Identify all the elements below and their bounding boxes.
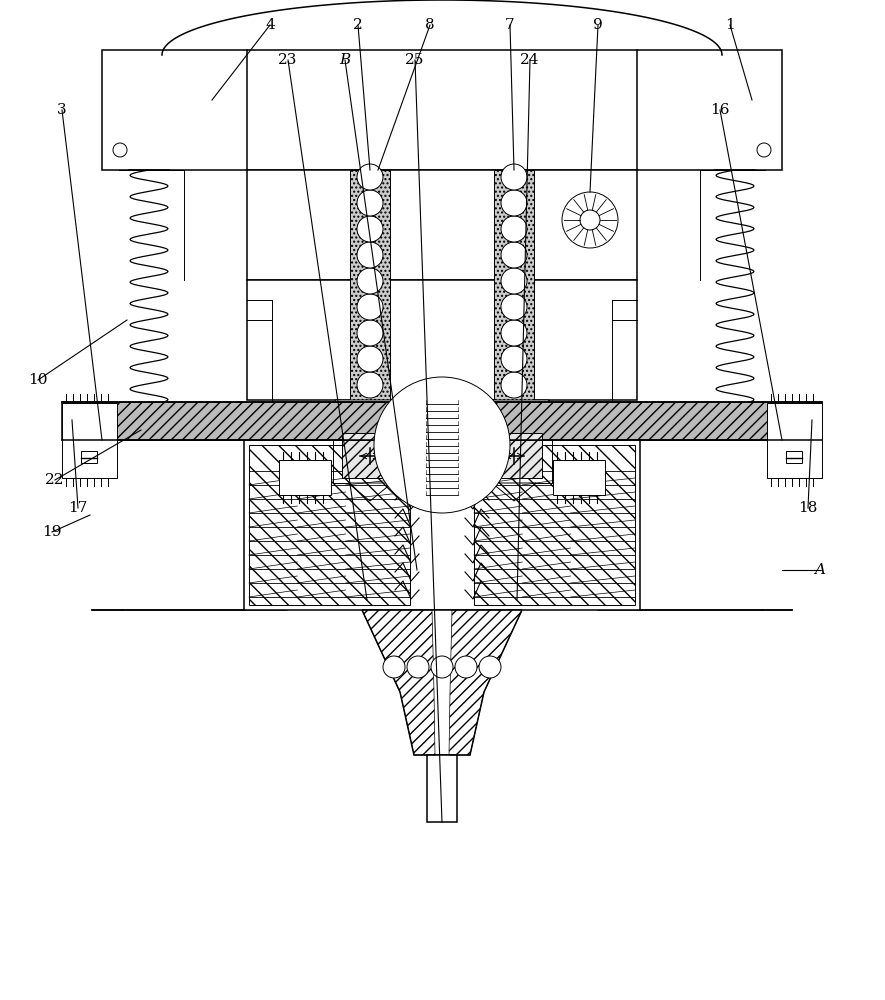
Bar (247, 280, 637, 400)
Circle shape (501, 164, 527, 190)
Bar (62, 402, 822, 440)
Circle shape (357, 372, 383, 398)
Circle shape (455, 656, 477, 678)
Bar (427, 755, 457, 822)
Text: 17: 17 (68, 501, 88, 515)
Text: 3: 3 (58, 103, 66, 117)
Polygon shape (348, 483, 392, 501)
Circle shape (407, 656, 429, 678)
Circle shape (501, 320, 527, 346)
Bar (279, 460, 331, 495)
Circle shape (357, 164, 383, 190)
Circle shape (383, 656, 405, 678)
Circle shape (757, 143, 771, 157)
Text: 23: 23 (278, 53, 297, 67)
Circle shape (501, 242, 527, 268)
Text: 19: 19 (42, 525, 62, 539)
Circle shape (580, 210, 600, 230)
Bar (102, 50, 782, 170)
Bar (62, 403, 117, 478)
Text: A: A (814, 563, 826, 577)
Polygon shape (362, 610, 522, 755)
Text: 8: 8 (425, 18, 435, 32)
Circle shape (357, 216, 383, 242)
Bar (767, 403, 822, 478)
Bar (477, 428, 552, 483)
Text: 1: 1 (725, 18, 735, 32)
Circle shape (357, 294, 383, 320)
Circle shape (501, 294, 527, 320)
Text: 2: 2 (353, 18, 363, 32)
Circle shape (501, 190, 527, 216)
Circle shape (357, 190, 383, 216)
Polygon shape (492, 483, 536, 501)
Circle shape (501, 372, 527, 398)
Circle shape (431, 656, 453, 678)
Circle shape (501, 268, 527, 294)
Text: B: B (339, 53, 350, 67)
Text: 18: 18 (798, 501, 818, 515)
Text: 9: 9 (593, 18, 603, 32)
Text: 16: 16 (711, 103, 730, 117)
Text: 24: 24 (520, 53, 540, 67)
Text: 25: 25 (405, 53, 425, 67)
Circle shape (357, 346, 383, 372)
Circle shape (357, 242, 383, 268)
Circle shape (479, 656, 501, 678)
Circle shape (357, 320, 383, 346)
Text: 7: 7 (505, 18, 515, 32)
Bar (244, 440, 640, 610)
Bar (494, 170, 534, 400)
Bar (81, 451, 97, 463)
Polygon shape (479, 400, 549, 430)
Circle shape (374, 377, 510, 513)
Bar (342, 433, 398, 478)
Circle shape (501, 346, 527, 372)
Circle shape (113, 143, 127, 157)
Circle shape (357, 268, 383, 294)
Bar (350, 170, 390, 400)
Circle shape (501, 216, 527, 242)
Bar (786, 451, 802, 463)
Text: 22: 22 (45, 473, 65, 487)
Polygon shape (335, 400, 405, 430)
Bar (247, 170, 637, 280)
Text: 10: 10 (28, 373, 48, 387)
Bar (553, 460, 605, 495)
Circle shape (562, 192, 618, 248)
Text: 4: 4 (266, 18, 275, 32)
Bar (486, 433, 542, 478)
Bar (333, 428, 408, 483)
